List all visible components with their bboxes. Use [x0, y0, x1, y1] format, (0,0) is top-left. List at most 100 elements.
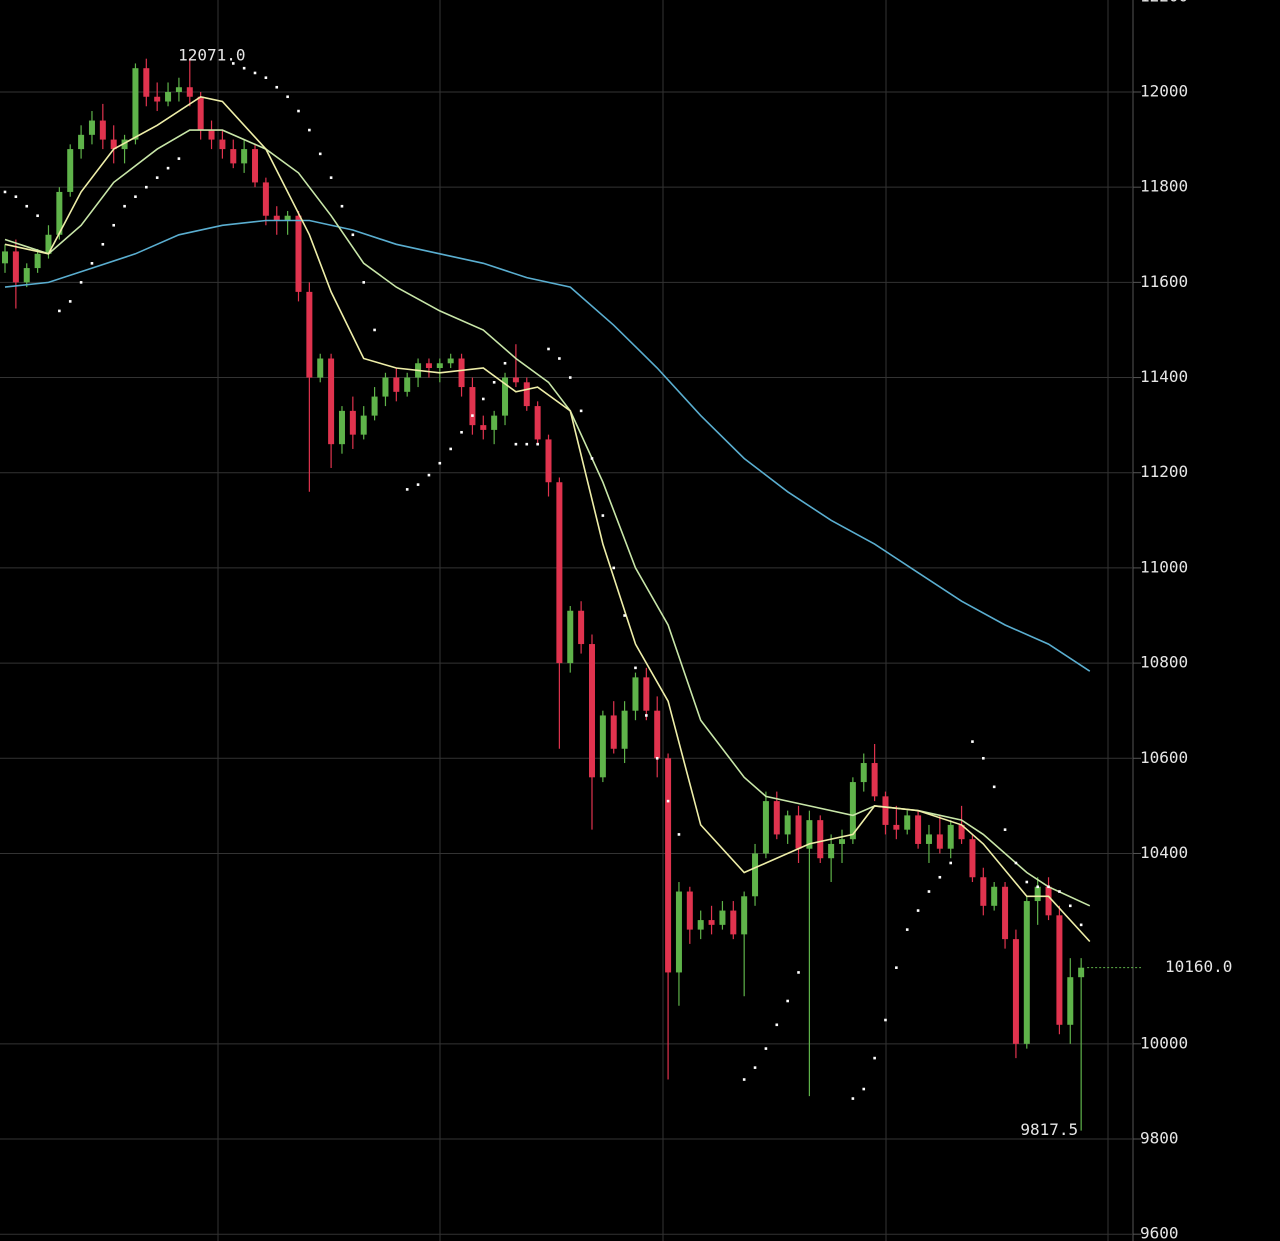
candle-body: [121, 139, 128, 150]
candle-body: [665, 758, 672, 973]
sar-dot: [481, 397, 485, 401]
candle-body: [784, 815, 791, 835]
candle-body: [643, 677, 650, 711]
candle-body: [523, 382, 530, 407]
sar-dot: [568, 376, 572, 379]
sar-dot: [177, 157, 181, 160]
sar-dot: [471, 414, 474, 417]
sar-dot: [362, 281, 366, 284]
sar-dot: [655, 756, 659, 760]
sar-dot: [525, 442, 529, 446]
sar-dot: [905, 928, 909, 931]
sar-dot: [753, 1066, 757, 1069]
candle-body: [165, 91, 172, 102]
sar-dot: [25, 204, 29, 208]
y-tick-label: 11000: [1140, 557, 1188, 576]
sar-dot: [308, 128, 311, 132]
candle-body: [469, 387, 476, 426]
sar-dot: [90, 262, 94, 265]
sar-dot: [1014, 861, 1018, 865]
y-tick-label: 11600: [1140, 272, 1188, 291]
y-tick-label: 11200: [1140, 462, 1188, 481]
candle-body: [675, 891, 682, 973]
y-tick-label: 9800: [1140, 1129, 1179, 1148]
sar-dot: [155, 176, 159, 179]
candle-body: [567, 610, 574, 664]
candle-body: [578, 610, 585, 645]
sar-dot: [416, 483, 420, 486]
sar-dot: [873, 1056, 876, 1060]
candle-body: [110, 139, 117, 150]
sar-dot: [297, 109, 300, 113]
sar-dot: [775, 1023, 779, 1027]
candle-body: [219, 139, 226, 150]
candle-body: [621, 710, 628, 749]
sar-dot: [318, 152, 322, 156]
candle-body: [338, 410, 345, 445]
sar-dot: [938, 875, 942, 879]
sar-dot: [242, 66, 246, 70]
candle-body: [839, 839, 846, 844]
candle-body: [512, 377, 519, 383]
sar-dot: [797, 971, 800, 974]
price-annotation: 9817.5: [1020, 1120, 1078, 1139]
candle-body: [1012, 939, 1019, 1044]
sar-dot: [547, 347, 550, 351]
candle-body: [936, 834, 943, 849]
candle-body: [588, 644, 595, 778]
candle-body: [491, 415, 498, 430]
candle-body: [56, 191, 63, 235]
candle-body: [208, 130, 215, 140]
candle-body: [958, 824, 965, 840]
candle-body: [360, 415, 367, 435]
candle-body: [99, 120, 106, 140]
candle-body: [186, 87, 193, 97]
candle-body: [904, 815, 911, 830]
candle-body: [1023, 901, 1030, 1044]
sar-dot: [3, 190, 7, 194]
sar-dot: [36, 214, 39, 218]
candle-body: [447, 358, 454, 364]
candle-body: [686, 891, 693, 930]
sar-dot: [895, 966, 898, 969]
candle-body: [1067, 977, 1074, 1025]
sar-dot: [786, 999, 789, 1003]
candle-body: [1045, 886, 1052, 916]
sar-dot: [916, 909, 920, 912]
candle-body: [132, 68, 139, 140]
candle-body: [915, 815, 922, 844]
moving-average-line: [4, 219, 1091, 672]
sar-dot: [101, 242, 105, 246]
candle-body: [23, 268, 30, 283]
candle-body: [849, 782, 856, 840]
sar-dot: [601, 514, 605, 517]
candle-body: [882, 796, 889, 825]
sar-dot: [645, 714, 648, 717]
candle-body: [762, 801, 769, 854]
sar-dot: [1025, 880, 1029, 884]
sar-dot: [992, 785, 996, 789]
candle-body: [175, 87, 182, 92]
last-price-label: 10160.0: [1165, 957, 1232, 976]
sar-dot: [579, 409, 583, 413]
candle-body: [1034, 886, 1041, 902]
y-tick-label: 12000: [1140, 81, 1188, 100]
sar-dot: [1003, 828, 1007, 831]
sar-dot: [558, 357, 561, 360]
sar-dot: [536, 442, 539, 446]
candle-body: [599, 715, 606, 778]
candle-body: [632, 677, 639, 711]
candle-body: [67, 149, 74, 192]
candle-body: [893, 824, 900, 830]
candle-body: [795, 815, 802, 849]
sar-dot: [884, 1018, 887, 1022]
sar-dot: [14, 195, 18, 198]
candle-body: [1002, 886, 1009, 940]
candle-body: [328, 358, 335, 445]
sar-dot: [145, 185, 148, 189]
candle-body: [12, 251, 19, 283]
candle-body: [197, 96, 204, 131]
y-tick-label: 11800: [1140, 177, 1188, 196]
sar-dot: [982, 756, 985, 760]
